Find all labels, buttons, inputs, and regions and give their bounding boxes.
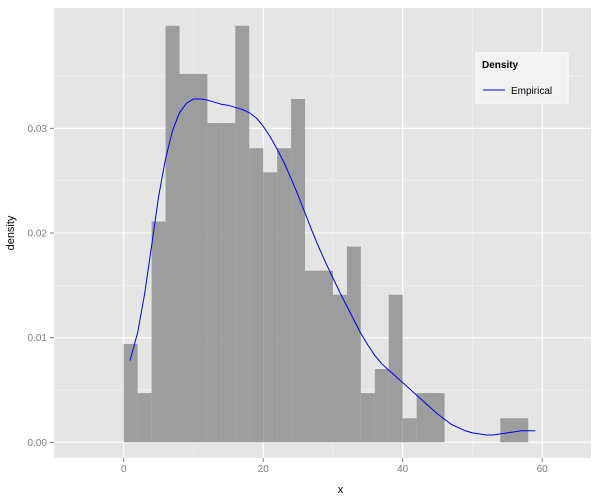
histogram-bar — [374, 369, 389, 443]
legend-label-empirical: Empirical — [511, 86, 552, 97]
histogram-bar — [179, 73, 194, 443]
legend-box — [475, 52, 569, 104]
histogram-bar — [221, 123, 236, 443]
x-axis-ticks: 0 20 40 60 — [121, 458, 548, 475]
histogram-bar — [319, 270, 333, 443]
histogram-bar — [416, 393, 445, 443]
y-tick-label: 0.00 — [28, 438, 48, 449]
legend-title: Density — [482, 60, 519, 71]
histogram-bar — [249, 148, 264, 443]
y-axis-ticks: 0.00 0.01 0.02 0.03 — [28, 124, 54, 449]
histogram-bar — [137, 393, 152, 443]
histogram-bar — [360, 393, 375, 443]
histogram-bars — [123, 25, 529, 443]
histogram-bar — [291, 99, 306, 443]
empirical-density-line — [129, 98, 536, 436]
x-tick-label: 20 — [258, 464, 270, 475]
histogram-bar — [193, 73, 208, 443]
y-tick-label: 0.01 — [28, 333, 48, 344]
x-tick-label: 40 — [397, 464, 409, 475]
histogram-bar — [151, 221, 166, 443]
x-tick-label: 60 — [537, 464, 549, 475]
y-axis-label: density — [5, 215, 17, 250]
histogram-bar — [165, 25, 180, 443]
histogram-bar — [235, 25, 250, 443]
legend: Density Empirical — [475, 52, 569, 104]
histogram-bar — [277, 148, 292, 443]
y-tick-label: 0.02 — [28, 229, 48, 240]
histogram-bar — [305, 270, 320, 443]
histogram-bar — [332, 294, 347, 443]
histogram-bar — [500, 418, 529, 443]
histogram-bar — [123, 343, 138, 443]
histogram-bar — [388, 294, 403, 443]
histogram-bar — [346, 246, 361, 443]
x-tick-label: 0 — [121, 464, 127, 475]
histogram-bar — [263, 172, 278, 443]
y-tick-label: 0.03 — [28, 124, 48, 135]
x-axis-label: x — [338, 484, 344, 496]
histogram-bar — [207, 123, 222, 443]
histogram-bar — [402, 418, 417, 443]
